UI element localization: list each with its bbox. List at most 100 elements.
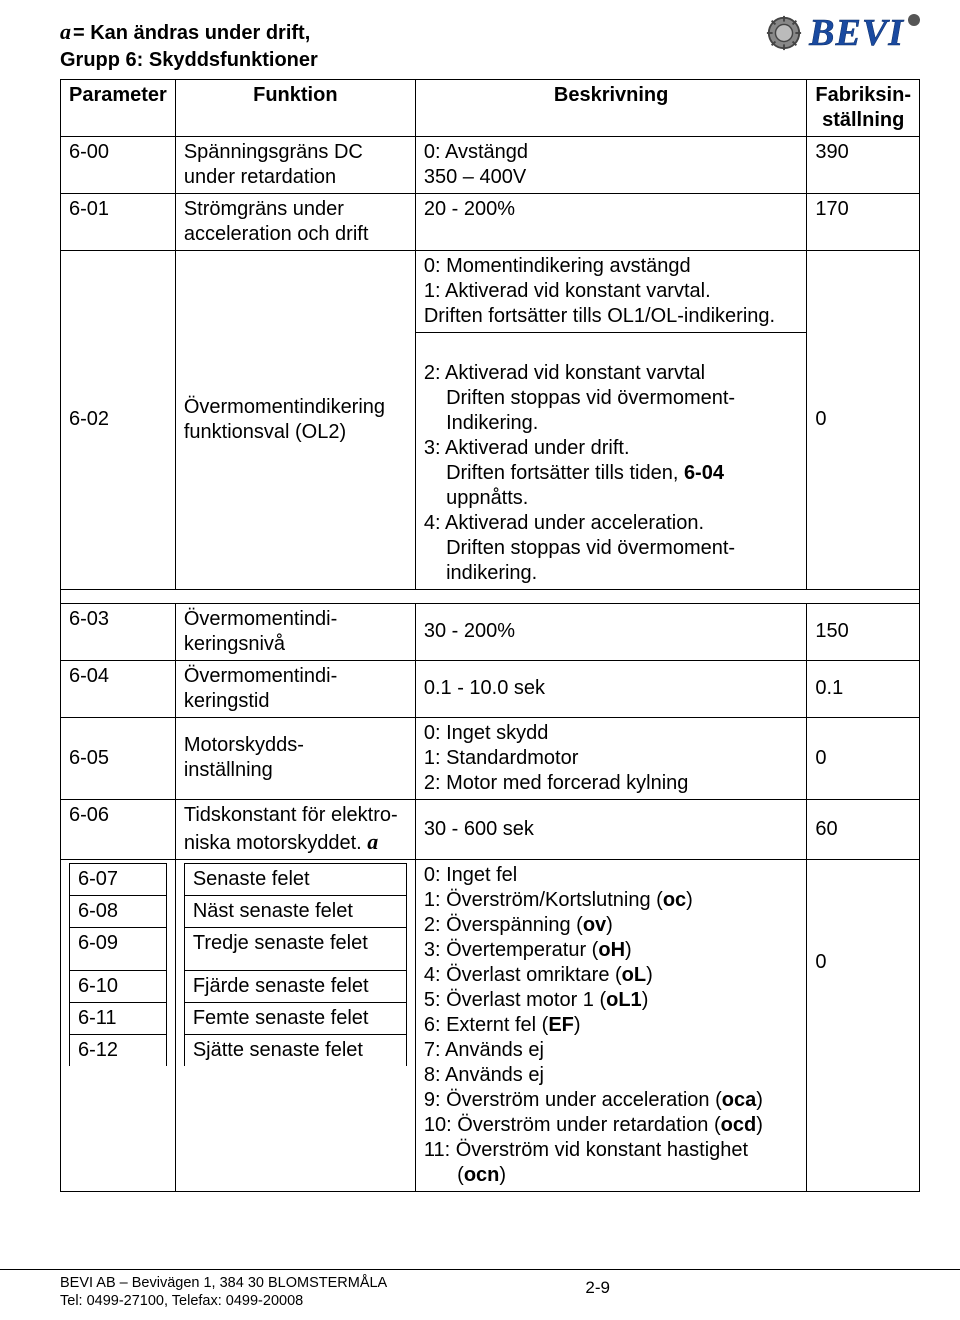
- desc-bold: ocd: [721, 1114, 757, 1136]
- footer-addr-line: Tel: 0499-27100, Telefax: 0499-20008: [60, 1293, 303, 1309]
- table-row: 6-04 Övermomentindi- keringstid 0.1 - 10…: [61, 660, 920, 717]
- func-line: Övermomentindi-: [184, 665, 337, 687]
- footer-address: BEVI AB – Bevivägen 1, 384 30 BLOMSTERMÅ…: [60, 1274, 387, 1310]
- fault-func-cell: Senaste felet Näst senaste felet Tredje …: [175, 859, 415, 1191]
- parameter-table: Parameter Funktion Beskrivning Fabriksin…: [60, 79, 920, 1192]
- cell-desc-top: 0: Momentindikering avstängd 1: Aktivera…: [415, 250, 807, 332]
- desc-line: ): [606, 914, 613, 936]
- desc-line: 0: Inget skydd: [424, 722, 549, 744]
- desc-line: 1: Standardmotor: [424, 747, 579, 769]
- header-line1: a= Kan ändras under drift,: [60, 18, 765, 47]
- gear-icon: [765, 14, 803, 52]
- page-number: 2-9: [585, 1278, 610, 1298]
- cell-param: 6-11: [70, 1002, 167, 1034]
- cell-func: Tredje senaste felet: [184, 927, 406, 970]
- th-function: Funktion: [175, 79, 415, 136]
- table-header-row: Parameter Funktion Beskrivning Fabriksin…: [61, 79, 920, 136]
- cell-default: 390: [807, 136, 920, 193]
- func-line: Motorskydds-: [184, 734, 304, 756]
- th-description: Beskrivning: [415, 79, 807, 136]
- func-line: Övermomentindi-: [184, 608, 337, 630]
- desc-line: 11: Överström vid konstant hastighet: [424, 1139, 748, 1161]
- desc-line: 9: Överström under acceleration (: [424, 1089, 722, 1111]
- func-line: niska motorskyddet.: [184, 832, 367, 854]
- cell-param: 6-12: [70, 1034, 167, 1066]
- desc-bold: ocn: [464, 1164, 500, 1186]
- desc-line: ): [646, 964, 653, 986]
- cell-func: Övermomentindi- keringstid: [175, 660, 415, 717]
- cell-desc-bot: 2: Aktiverad vid konstant varvtal Drifte…: [415, 332, 807, 589]
- cell-param: 6-07: [70, 863, 167, 895]
- desc-line: ): [499, 1164, 506, 1186]
- cell-func: Övermomentindi- keringsnivå: [175, 603, 415, 660]
- func-line: Strömgräns under: [184, 198, 344, 220]
- cell-param: 6-05: [61, 717, 176, 799]
- desc-bold: oc: [663, 889, 686, 911]
- desc-line: 1: Överström/Kortslutning (: [424, 889, 663, 911]
- header-line1-text: = Kan ändras under drift,: [73, 22, 310, 44]
- cell-param: 6-09: [70, 927, 167, 970]
- desc-line: ): [642, 989, 649, 1011]
- cell-param: 6-01: [61, 193, 176, 250]
- cell-param: 6-08: [70, 895, 167, 927]
- cell-param: 6-00: [61, 136, 176, 193]
- cell-func: Spänningsgräns DC under retardation: [175, 136, 415, 193]
- cell-desc: 20 - 200%: [415, 193, 807, 250]
- desc-line: uppnåtts.: [424, 487, 529, 509]
- cell-param: 6-06: [61, 799, 176, 859]
- func-line: Övermomentindikering: [184, 396, 385, 418]
- cell-func: Strömgräns under acceleration och drift: [175, 193, 415, 250]
- desc-line: 2: Motor med forcerad kylning: [424, 772, 689, 794]
- fault-param-subtable: 6-07 6-08 6-09 6-10 6-11 6-12: [69, 863, 167, 1066]
- desc-bold: 6-04: [684, 462, 724, 484]
- desc-line: Driften stoppas vid övermoment-: [424, 537, 735, 559]
- desc-bold: ov: [583, 914, 606, 936]
- th-default: Fabriksin­ställning: [807, 79, 920, 136]
- cell-default: 150: [807, 603, 920, 660]
- desc-bold: oca: [722, 1089, 756, 1111]
- cell-desc: 30 - 600 sek: [415, 799, 807, 859]
- func-line: acceleration och drift: [184, 223, 369, 245]
- spacer-row: [61, 589, 920, 603]
- desc-line: (: [424, 1164, 464, 1186]
- cell-func: Senaste felet: [184, 863, 406, 895]
- func-line: funktionsval (OL2): [184, 421, 346, 443]
- cell-func: Fjärde senaste felet: [184, 970, 406, 1002]
- brand-logo: BEVI: [765, 14, 920, 52]
- desc-line: ): [686, 889, 693, 911]
- cell-desc: 30 - 200%: [415, 603, 807, 660]
- header-line2: Grupp 6: Skyddsfunktioner: [60, 47, 765, 73]
- table-row: 6-05 Motorskydds- inställning 0: Inget s…: [61, 717, 920, 799]
- cell-func: Näst senaste felet: [184, 895, 406, 927]
- table-row: 6-02 Övermomentindikering funktionsval (…: [61, 250, 920, 332]
- cell-func: Femte senaste felet: [184, 1002, 406, 1034]
- desc-line: 4: Aktiverad under acceleration.: [424, 512, 704, 534]
- fault-rows: 6-07 6-08 6-09 6-10 6-11 6-12 Senaste fe…: [61, 859, 920, 1191]
- cell-func: Motorskydds- inställning: [175, 717, 415, 799]
- desc-line: Driften fortsätter tills tiden,: [424, 462, 684, 484]
- lightning-icon: a: [367, 829, 378, 854]
- page-footer: BEVI AB – Bevivägen 1, 384 30 BLOMSTERMÅ…: [0, 1269, 960, 1320]
- registered-icon: [908, 14, 920, 26]
- cell-desc: 0.1 - 10.0 sek: [415, 660, 807, 717]
- desc-line: Indikering.: [424, 412, 539, 434]
- cell-default: 0: [807, 250, 920, 589]
- table-row: 6-06 Tidskonstant för elektro- niska mot…: [61, 799, 920, 859]
- func-line: Tidskonstant för elektro-: [184, 804, 398, 826]
- desc-line: 4: Överlast omriktare (: [424, 964, 622, 986]
- desc-bold: oL: [622, 964, 646, 986]
- desc-line: 350 – 400V: [424, 166, 526, 188]
- cell-default: 0.1: [807, 660, 920, 717]
- desc-line: indikering.: [424, 562, 537, 584]
- fault-desc-cell: 0: Inget fel 1: Överström/Kortslutning (…: [415, 859, 807, 1191]
- lightning-icon: a: [60, 19, 71, 44]
- cell-desc: 0: Avstängd 350 – 400V: [415, 136, 807, 193]
- desc-line: 8: Används ej: [424, 1064, 544, 1086]
- desc-line: ): [625, 939, 632, 961]
- cell-default: 0: [807, 859, 920, 1191]
- table-row: 6-01 Strömgräns under acceleration och d…: [61, 193, 920, 250]
- cell-default: 60: [807, 799, 920, 859]
- fault-params-cell: 6-07 6-08 6-09 6-10 6-11 6-12: [61, 859, 176, 1191]
- th-parameter: Parameter: [61, 79, 176, 136]
- desc-line: 3: Aktiverad under drift.: [424, 437, 630, 459]
